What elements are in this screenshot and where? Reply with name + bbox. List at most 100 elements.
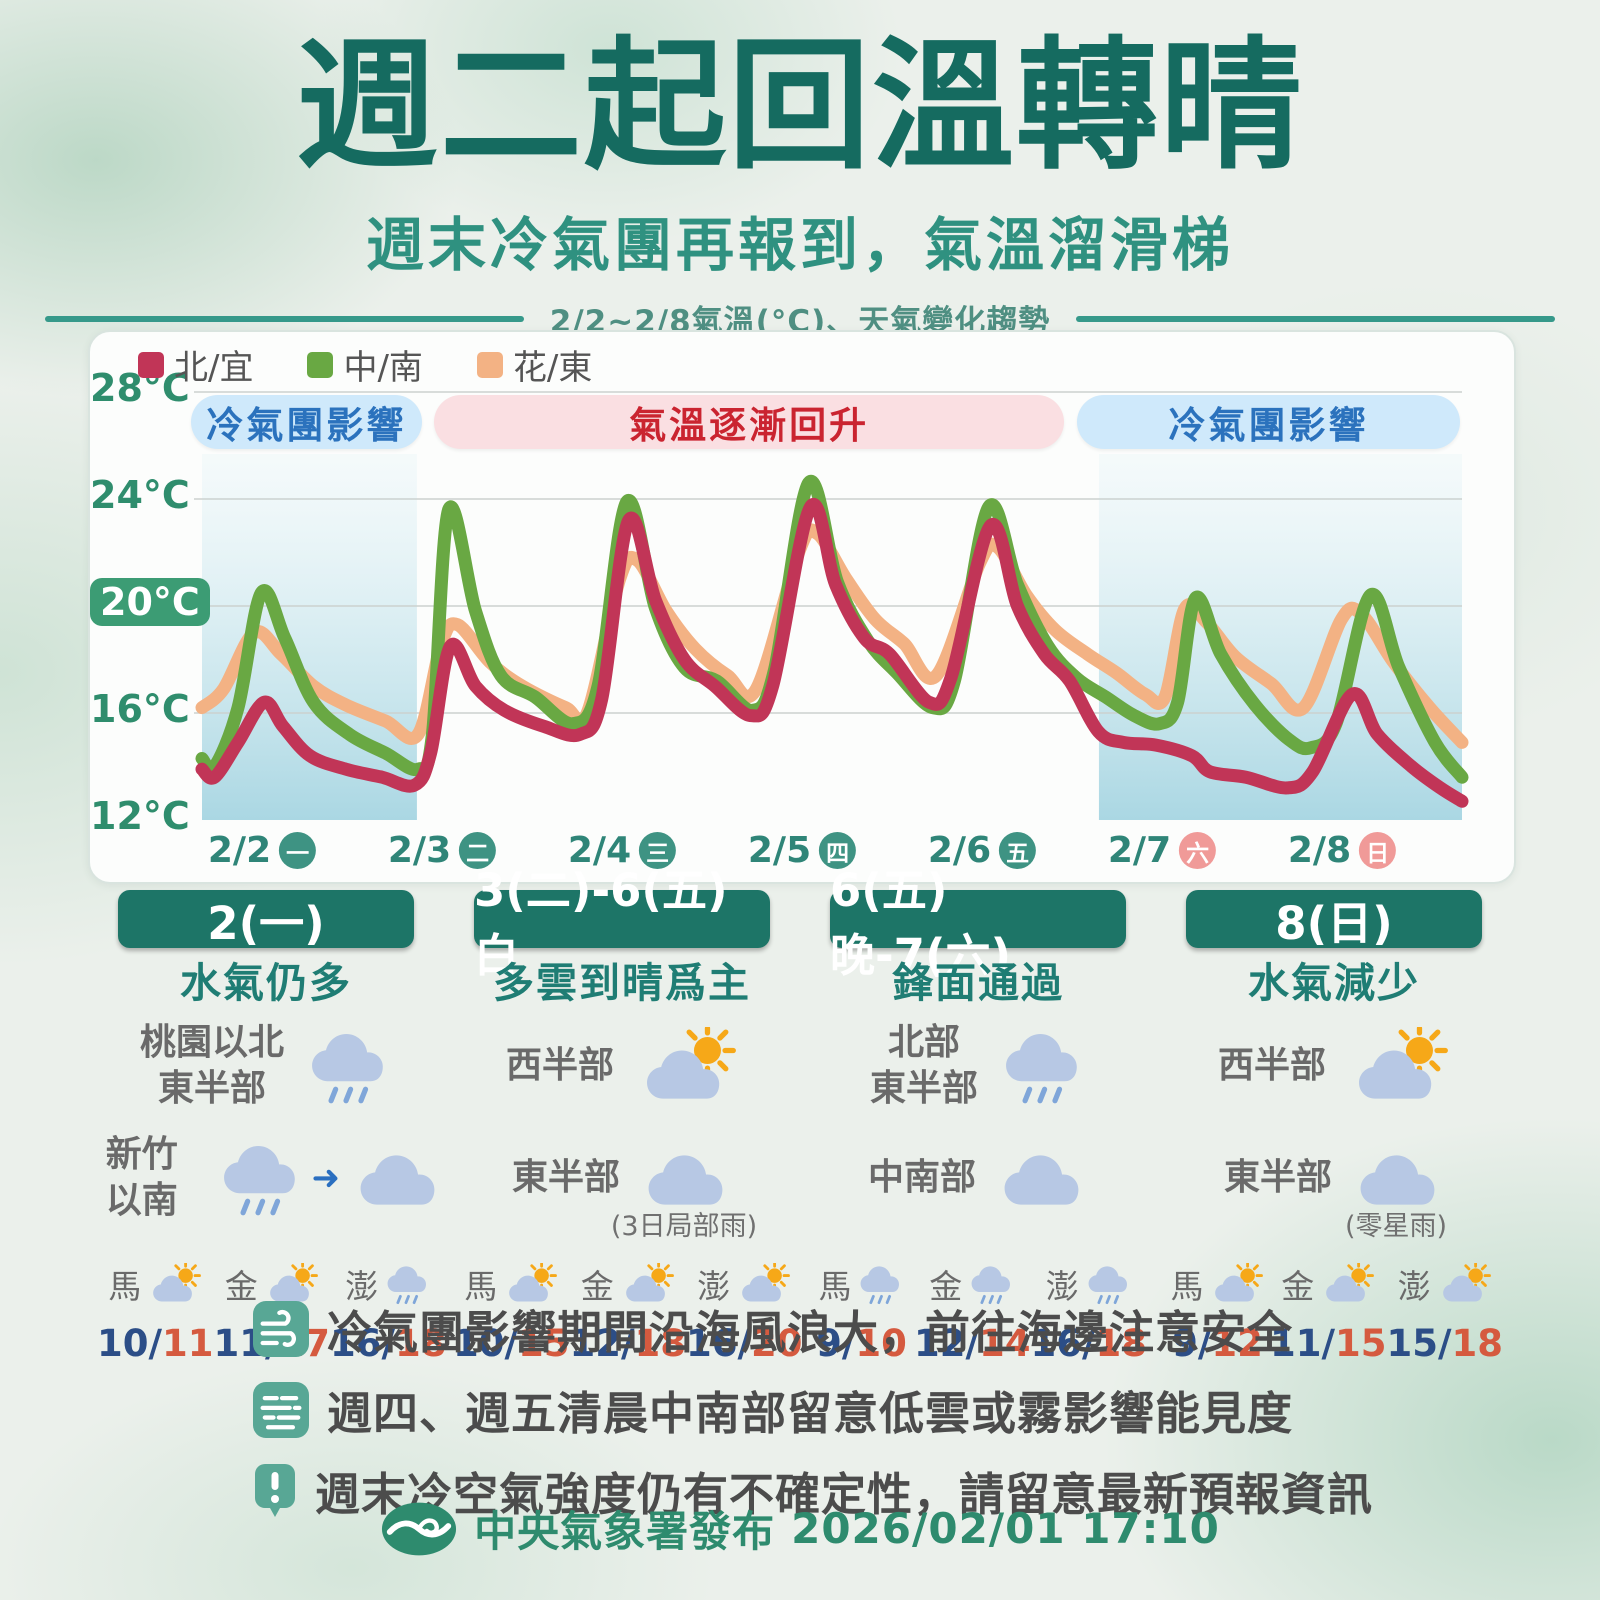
island-name: 澎 xyxy=(1045,1267,1079,1306)
island-forecast-澎: 澎 xyxy=(1030,1260,1147,1308)
rain-icon xyxy=(223,1145,295,1216)
region-row: 西半部 xyxy=(444,1010,800,1122)
temp-high: 18 xyxy=(1095,1322,1148,1365)
island-temps: 9/12 xyxy=(1172,1322,1263,1365)
legend-item: 花/東 xyxy=(476,340,593,389)
island-forecast-澎: 澎 xyxy=(330,1260,447,1308)
island-forecast-金: 金 xyxy=(1270,1260,1387,1308)
temp-high: 18 xyxy=(1451,1322,1504,1365)
island-temps: 11/15 xyxy=(1269,1322,1387,1365)
cloud-icon xyxy=(648,1155,723,1205)
legend-label: 北/宜 xyxy=(174,348,254,388)
island-temps: 9/10 xyxy=(816,1322,907,1365)
wind-icon xyxy=(253,1300,309,1357)
island-temps: 12/18 xyxy=(569,1322,687,1365)
forecast-summary: 鋒面通過 xyxy=(892,959,1064,1007)
cloud-icon xyxy=(1360,1155,1435,1205)
island-name: 馬 xyxy=(1170,1267,1204,1306)
region-note: (零星雨) xyxy=(1344,1211,1448,1243)
cloud-icon xyxy=(360,1155,435,1205)
temp-high: 18 xyxy=(395,1322,447,1365)
legend-item: 中/南 xyxy=(307,340,423,389)
note-text: 週四、週五清晨中南部留意低雲或霧影響能見度 xyxy=(327,1387,1294,1440)
region-weather: (零星雨) xyxy=(1345,1147,1447,1242)
temp-low: 16 xyxy=(1030,1322,1082,1365)
rain-icon xyxy=(861,1266,900,1305)
alert-icon xyxy=(255,1463,295,1517)
sun-cloud-icon xyxy=(153,1263,202,1302)
legend-swatch xyxy=(138,351,164,378)
forecast-summary: 多雲到晴爲主 xyxy=(493,959,751,1007)
region-row: 中南部 xyxy=(800,1122,1156,1234)
notes-section: 冷氣團影響期間沿海風浪大，前往海邊注意安全週四、週五清晨中南部留意低雲或霧影響能… xyxy=(253,1296,1373,1523)
island-forecast-澎: 澎 xyxy=(686,1260,803,1308)
temp-high: 15 xyxy=(518,1322,570,1365)
sun-cloud-icon xyxy=(269,1263,318,1302)
temp-low: 11 xyxy=(1269,1322,1322,1365)
temp-high: 15 xyxy=(1334,1322,1387,1365)
temp-high: 10 xyxy=(855,1322,907,1365)
region-label: 新竹以南 xyxy=(105,1134,178,1221)
region-label: 桃園以北 東半部 xyxy=(139,1022,284,1109)
fog-icon xyxy=(253,1381,309,1438)
island-name: 金 xyxy=(1281,1267,1315,1306)
rain-icon xyxy=(1088,1266,1127,1305)
cwa-logo xyxy=(382,1502,457,1555)
temp-low: 16 xyxy=(330,1322,382,1365)
rain-icon xyxy=(1006,1033,1077,1104)
note-row: 冷氣團影響期間沿海風浪大，前往海邊注意安全 xyxy=(253,1296,1373,1361)
sun-cloud-icon xyxy=(1215,1263,1264,1302)
forecast-column: 2(一) 水氣仍多 桃園以北 東半部 新竹以南 ➜ 馬 xyxy=(88,890,447,1365)
island-name: 澎 xyxy=(1397,1267,1431,1306)
region-weather xyxy=(992,1147,1088,1209)
chart-legend: 北/宜 中/南 花/東 xyxy=(138,340,592,389)
region-weather: ➜ xyxy=(212,1138,445,1219)
island-name: 金 xyxy=(580,1267,614,1306)
island-temps: 16/18 xyxy=(330,1322,447,1365)
sun-cloud-icon xyxy=(647,1027,736,1099)
region-label: 西半部 xyxy=(1217,1045,1326,1086)
legend-label: 花/東 xyxy=(512,348,593,388)
region-row: 新竹以南 ➜ xyxy=(88,1122,444,1234)
temp-low: 10 xyxy=(97,1322,149,1365)
sun-cloud-icon xyxy=(625,1263,674,1302)
region-label: 西半部 xyxy=(505,1045,614,1086)
region-row: 東半部 (3日局部雨) xyxy=(444,1122,800,1242)
island-forecast-馬: 馬 xyxy=(453,1260,570,1308)
region-label: 東半部 xyxy=(1223,1157,1332,1198)
island-forecast-金: 金 xyxy=(214,1260,331,1308)
page-subtitle: 週末冷氣團再報到，氣溫溜滑梯 xyxy=(365,211,1234,279)
divider-line-left xyxy=(45,315,524,322)
rain-icon xyxy=(312,1033,383,1104)
region-weather xyxy=(630,1027,738,1104)
rain-icon xyxy=(971,1266,1011,1305)
temp-high: 14 xyxy=(978,1322,1031,1365)
arrow-right-icon: ➜ xyxy=(311,1158,341,1198)
legend-swatch xyxy=(476,351,503,378)
forecast-summary: 水氣仍多 xyxy=(180,959,352,1007)
temp-low: 9 xyxy=(1172,1322,1198,1365)
legend-item: 北/宜 xyxy=(138,340,253,389)
sun-cloud-icon xyxy=(1442,1263,1491,1302)
cold-air-shading xyxy=(202,454,417,820)
note-row: 週四、週五清晨中南部留意低雲或霧影響能見度 xyxy=(253,1377,1373,1442)
island-temps: 12/14 xyxy=(913,1322,1031,1365)
temp-high: 11 xyxy=(162,1322,214,1365)
forecast-columns: 2(一) 水氣仍多 桃園以北 東半部 新竹以南 ➜ 馬 xyxy=(88,864,1512,1365)
island-name: 澎 xyxy=(345,1267,379,1306)
island-forecast-金: 金 xyxy=(914,1260,1031,1308)
island-name: 澎 xyxy=(697,1267,731,1306)
sun-cloud-icon xyxy=(742,1263,791,1302)
region-label: 中南部 xyxy=(867,1157,976,1198)
region-note: (3日局部雨) xyxy=(610,1211,758,1243)
temp-low: 12 xyxy=(569,1322,622,1365)
forecast-period-pill: 8(日) xyxy=(1186,890,1482,950)
islands-grid: 馬 金 澎 9/10 12/14 16/18 xyxy=(809,1260,1147,1365)
region-weather: (3日局部雨) xyxy=(611,1147,757,1242)
region-row: 東半部 (零星雨) xyxy=(1156,1122,1512,1242)
divider-line-right xyxy=(1076,315,1556,322)
forecast-period-pill: 2(一) xyxy=(118,890,414,950)
temp-low: 10 xyxy=(453,1322,505,1365)
sun-cloud-icon xyxy=(1326,1263,1375,1302)
island-forecast-澎: 澎 xyxy=(1386,1260,1503,1308)
